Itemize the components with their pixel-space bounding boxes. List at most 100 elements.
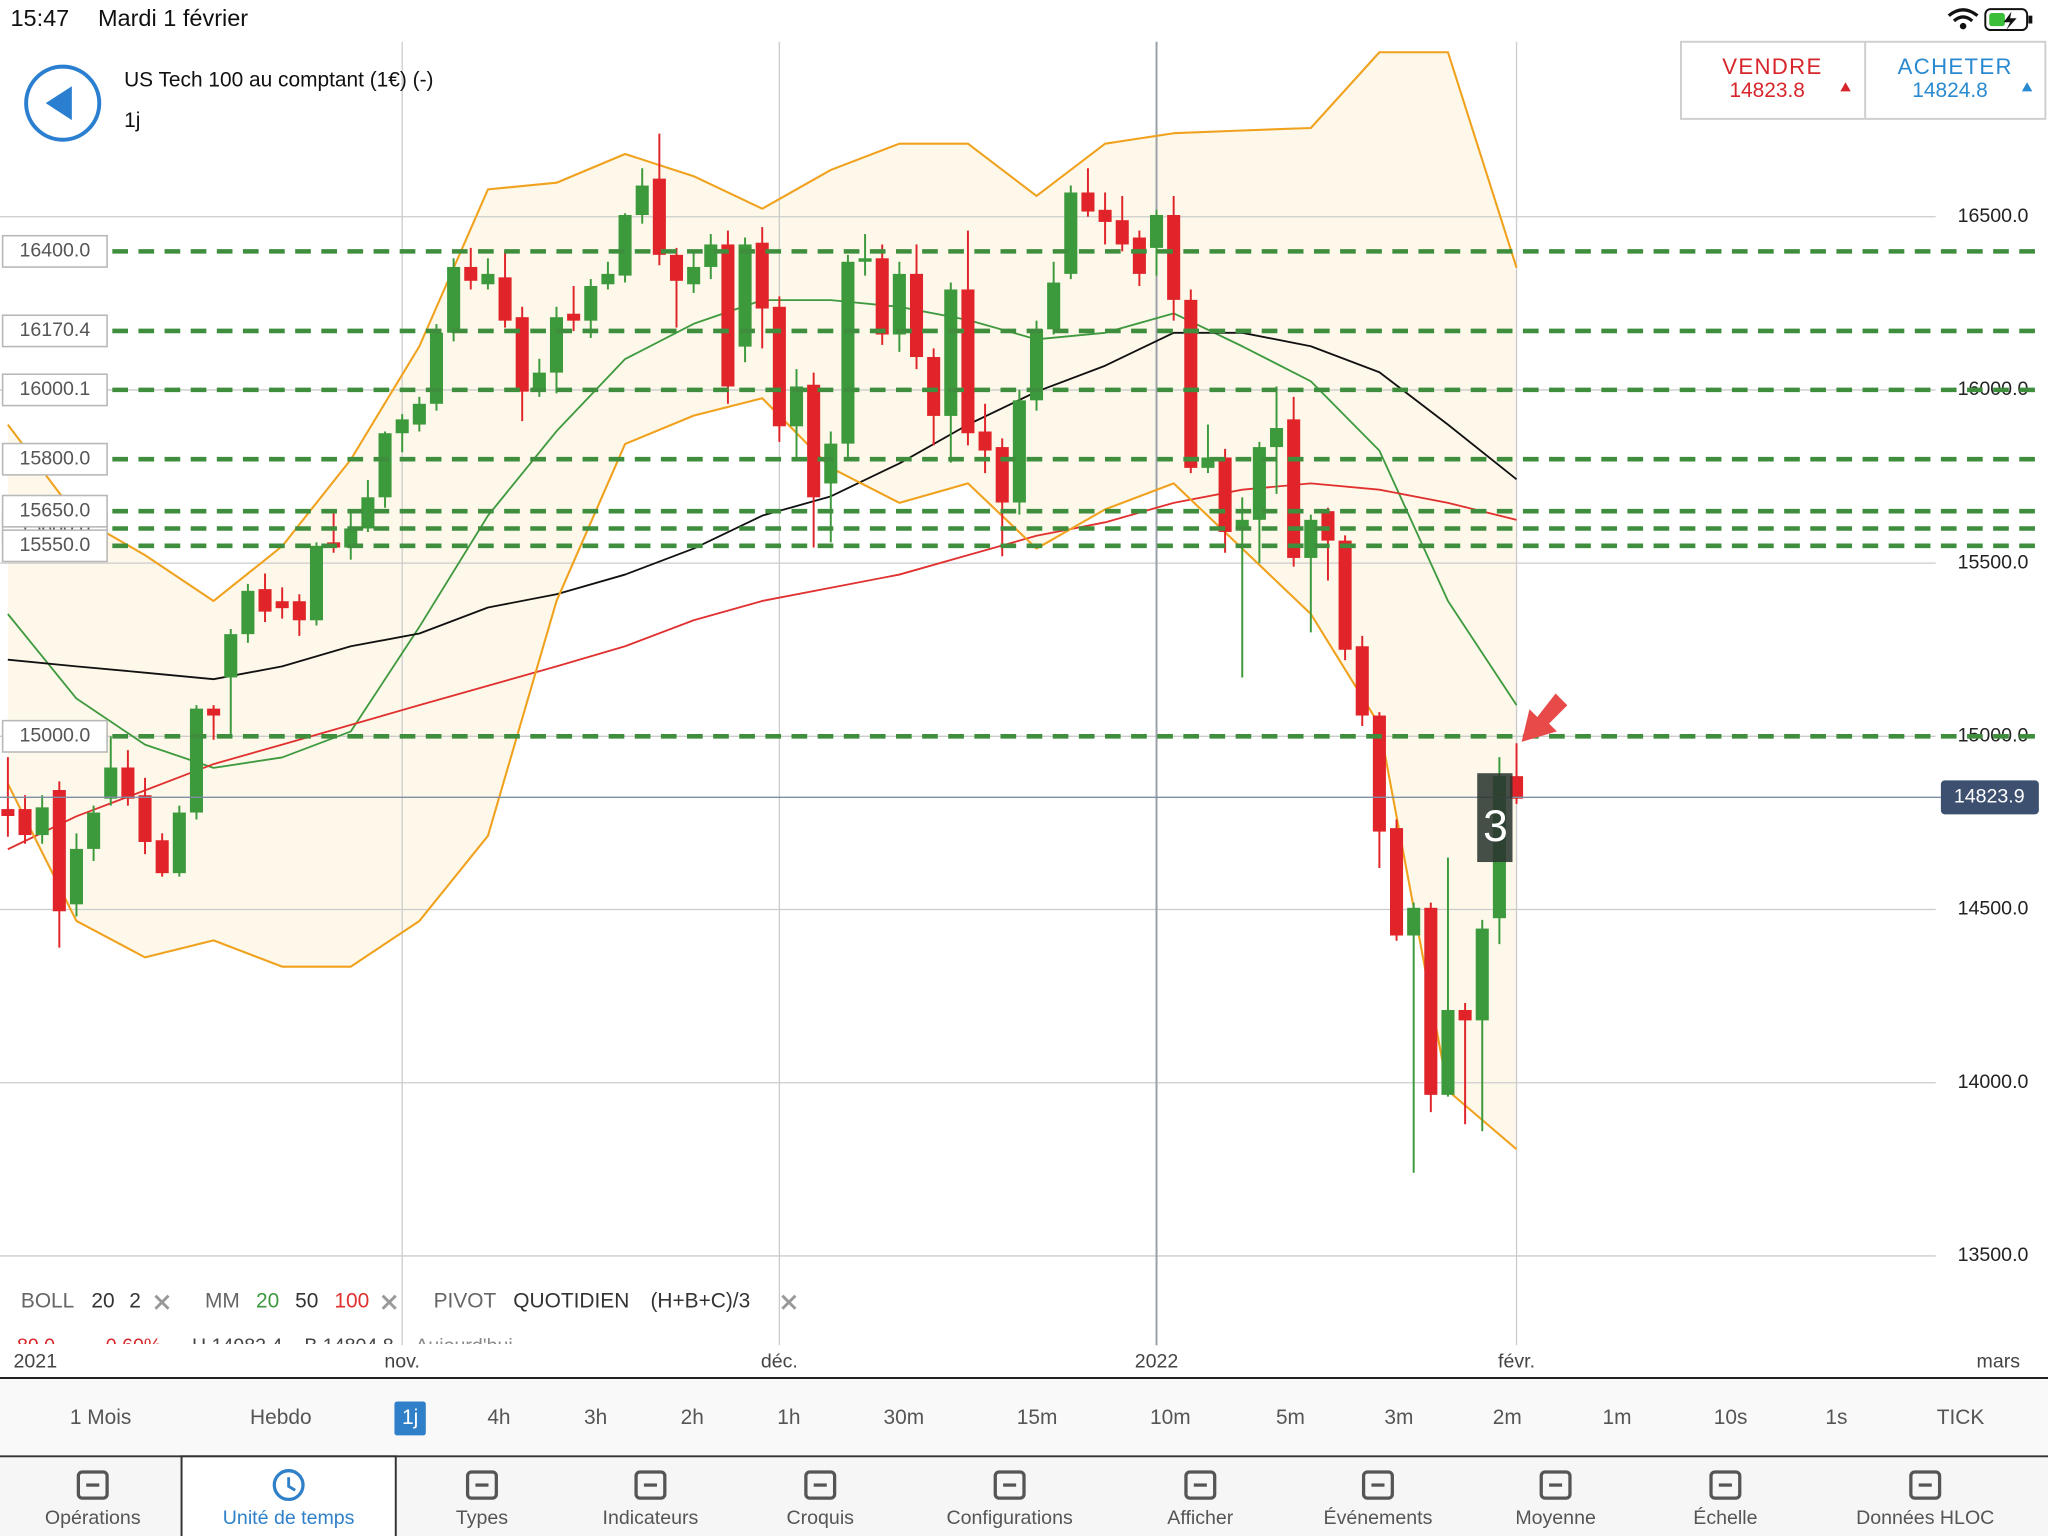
timeframe-option[interactable]: 10s xyxy=(1714,1406,1748,1429)
timeframe-option[interactable]: 15m xyxy=(1017,1406,1058,1429)
toolbar-label[interactable]: Événements xyxy=(1324,1506,1433,1529)
timeframe-option[interactable]: 4h xyxy=(487,1406,510,1429)
candle-body xyxy=(961,289,975,434)
timeframe-option[interactable]: 1h xyxy=(777,1406,800,1429)
pivot-label-box xyxy=(1,373,108,407)
pivot-label: 16400.0 xyxy=(19,240,90,262)
toolbar-label[interactable]: Moyenne xyxy=(1515,1507,1596,1529)
y-tick-label: 13500.0 xyxy=(1958,1244,2029,1266)
candle-body xyxy=(447,266,461,333)
buy-label[interactable]: ACHETER xyxy=(1898,54,2013,79)
pivot-formula: (H+B+C)/3 xyxy=(650,1290,750,1313)
sell-arrow xyxy=(1840,82,1851,92)
boll-period: 20 xyxy=(91,1290,114,1313)
timeframe-bar xyxy=(0,1379,2048,1457)
timeframe-option[interactable]: Hebdo xyxy=(250,1406,312,1429)
toolbar-icon xyxy=(287,1477,296,1492)
timeframe-option[interactable]: 2h xyxy=(681,1406,704,1429)
candle-body xyxy=(738,244,752,347)
timeframe-option[interactable]: 1j xyxy=(402,1406,418,1429)
candle-body xyxy=(1029,329,1044,401)
bollinger-band-fill xyxy=(7,52,1517,1150)
timeframe-option[interactable]: 1 Mois xyxy=(70,1406,131,1429)
candle-body xyxy=(275,601,289,609)
candle-body xyxy=(789,386,804,427)
timeframe-option[interactable]: 1s xyxy=(1825,1406,1847,1429)
controls: 1 Mois Hebdo 1j 4h 3h 2h 1h 30m 15m 10m 5m 3m 2m 1m 10… xyxy=(45,1401,1994,1536)
candle-body xyxy=(687,266,701,285)
sell-price[interactable]: 14823.8 xyxy=(1729,79,1804,102)
candle-body xyxy=(361,497,375,529)
toolbar-label[interactable]: Croquis xyxy=(787,1507,855,1529)
sell-label[interactable]: VENDRE xyxy=(1722,54,1822,79)
ma-period: 100 xyxy=(334,1290,369,1313)
alert-arrow xyxy=(1521,693,1568,742)
candle-body xyxy=(584,286,598,321)
status-icons xyxy=(1947,8,2033,32)
remove-icon[interactable] xyxy=(154,1294,170,1310)
candle-body xyxy=(412,403,426,425)
candle-body xyxy=(121,767,135,799)
candle-body xyxy=(1115,220,1129,245)
toolbar-label[interactable]: Unité de temps xyxy=(223,1507,355,1529)
indicator-line xyxy=(6,397,1518,1151)
candle-body xyxy=(515,317,529,392)
candle-body xyxy=(909,273,924,358)
buy-button[interactable]: ACHETER 14824.8 xyxy=(1898,54,2033,102)
candle-body xyxy=(1132,237,1146,274)
candle-body xyxy=(1338,540,1352,650)
toolbar-icon xyxy=(1539,1470,1572,1500)
candle-body xyxy=(18,809,32,836)
candle-body xyxy=(858,258,872,262)
indicator-legend[interactable]: BOLL 20 2 MM 20 50 100 PIVOT QUOTIDIEN (… xyxy=(21,1290,797,1313)
y-tick-label: 15500.0 xyxy=(1958,551,2029,573)
timeframe-option[interactable]: 2m xyxy=(1493,1406,1522,1429)
buy-price[interactable]: 14824.8 xyxy=(1912,79,1987,102)
toolbar-label[interactable]: Indicateurs xyxy=(603,1507,699,1529)
candle-body xyxy=(292,601,306,621)
toolbar-label[interactable]: Échelle xyxy=(1693,1506,1757,1529)
candle-body xyxy=(892,273,906,335)
timeframe-option[interactable]: TICK xyxy=(1937,1406,1985,1429)
ma-period: 50 xyxy=(295,1290,318,1313)
toolbar-label[interactable]: Types xyxy=(456,1507,508,1529)
status-date: Mardi 1 février xyxy=(98,5,248,31)
toolbar-label[interactable]: Afficher xyxy=(1167,1507,1233,1529)
pivot-label: 15650.0 xyxy=(19,499,90,521)
x-tick-label: déc. xyxy=(761,1350,798,1372)
candle-body xyxy=(481,273,495,285)
remove-icon[interactable] xyxy=(781,1294,797,1310)
sell-button[interactable]: VENDRE 14823.8 xyxy=(1722,54,1851,102)
pivot-label: 16000.1 xyxy=(19,378,90,400)
candle-body xyxy=(1287,419,1301,558)
timeframe-option[interactable]: 3h xyxy=(584,1406,607,1429)
candle-body xyxy=(1424,907,1438,1095)
candle-body xyxy=(344,528,358,548)
candle-body xyxy=(258,589,272,612)
candle-body xyxy=(172,812,186,874)
candle-body xyxy=(652,178,666,255)
toolbar-label[interactable]: Opérations xyxy=(45,1507,141,1529)
candle-body xyxy=(1390,828,1404,936)
candle-body xyxy=(1201,457,1215,468)
toolbar-label[interactable]: Données HLOC xyxy=(1856,1507,1994,1529)
toolbar-label[interactable]: Configurations xyxy=(947,1507,1073,1529)
pivot-mode: QUOTIDIEN xyxy=(513,1290,629,1313)
timeframe-option[interactable]: 3m xyxy=(1384,1406,1413,1429)
back-button[interactable] xyxy=(24,64,102,142)
candle-body xyxy=(601,273,615,285)
timeframe-option[interactable]: 5m xyxy=(1276,1406,1305,1429)
timeframe-selected[interactable] xyxy=(394,1401,426,1436)
timeframe-option[interactable]: 30m xyxy=(884,1406,925,1429)
timeframe-option[interactable]: 1m xyxy=(1602,1406,1631,1429)
pivot-label: 15000.0 xyxy=(19,725,90,747)
status-time: 15:47 xyxy=(10,5,69,31)
candle-body xyxy=(464,266,478,281)
remove-icon[interactable] xyxy=(381,1294,397,1310)
candle-body xyxy=(1184,299,1198,468)
x-tick-label: mars xyxy=(1977,1350,2021,1372)
timeframe-option[interactable]: 10m xyxy=(1150,1406,1191,1429)
candle-body xyxy=(704,244,718,267)
pivot-label: 16170.4 xyxy=(19,319,90,341)
